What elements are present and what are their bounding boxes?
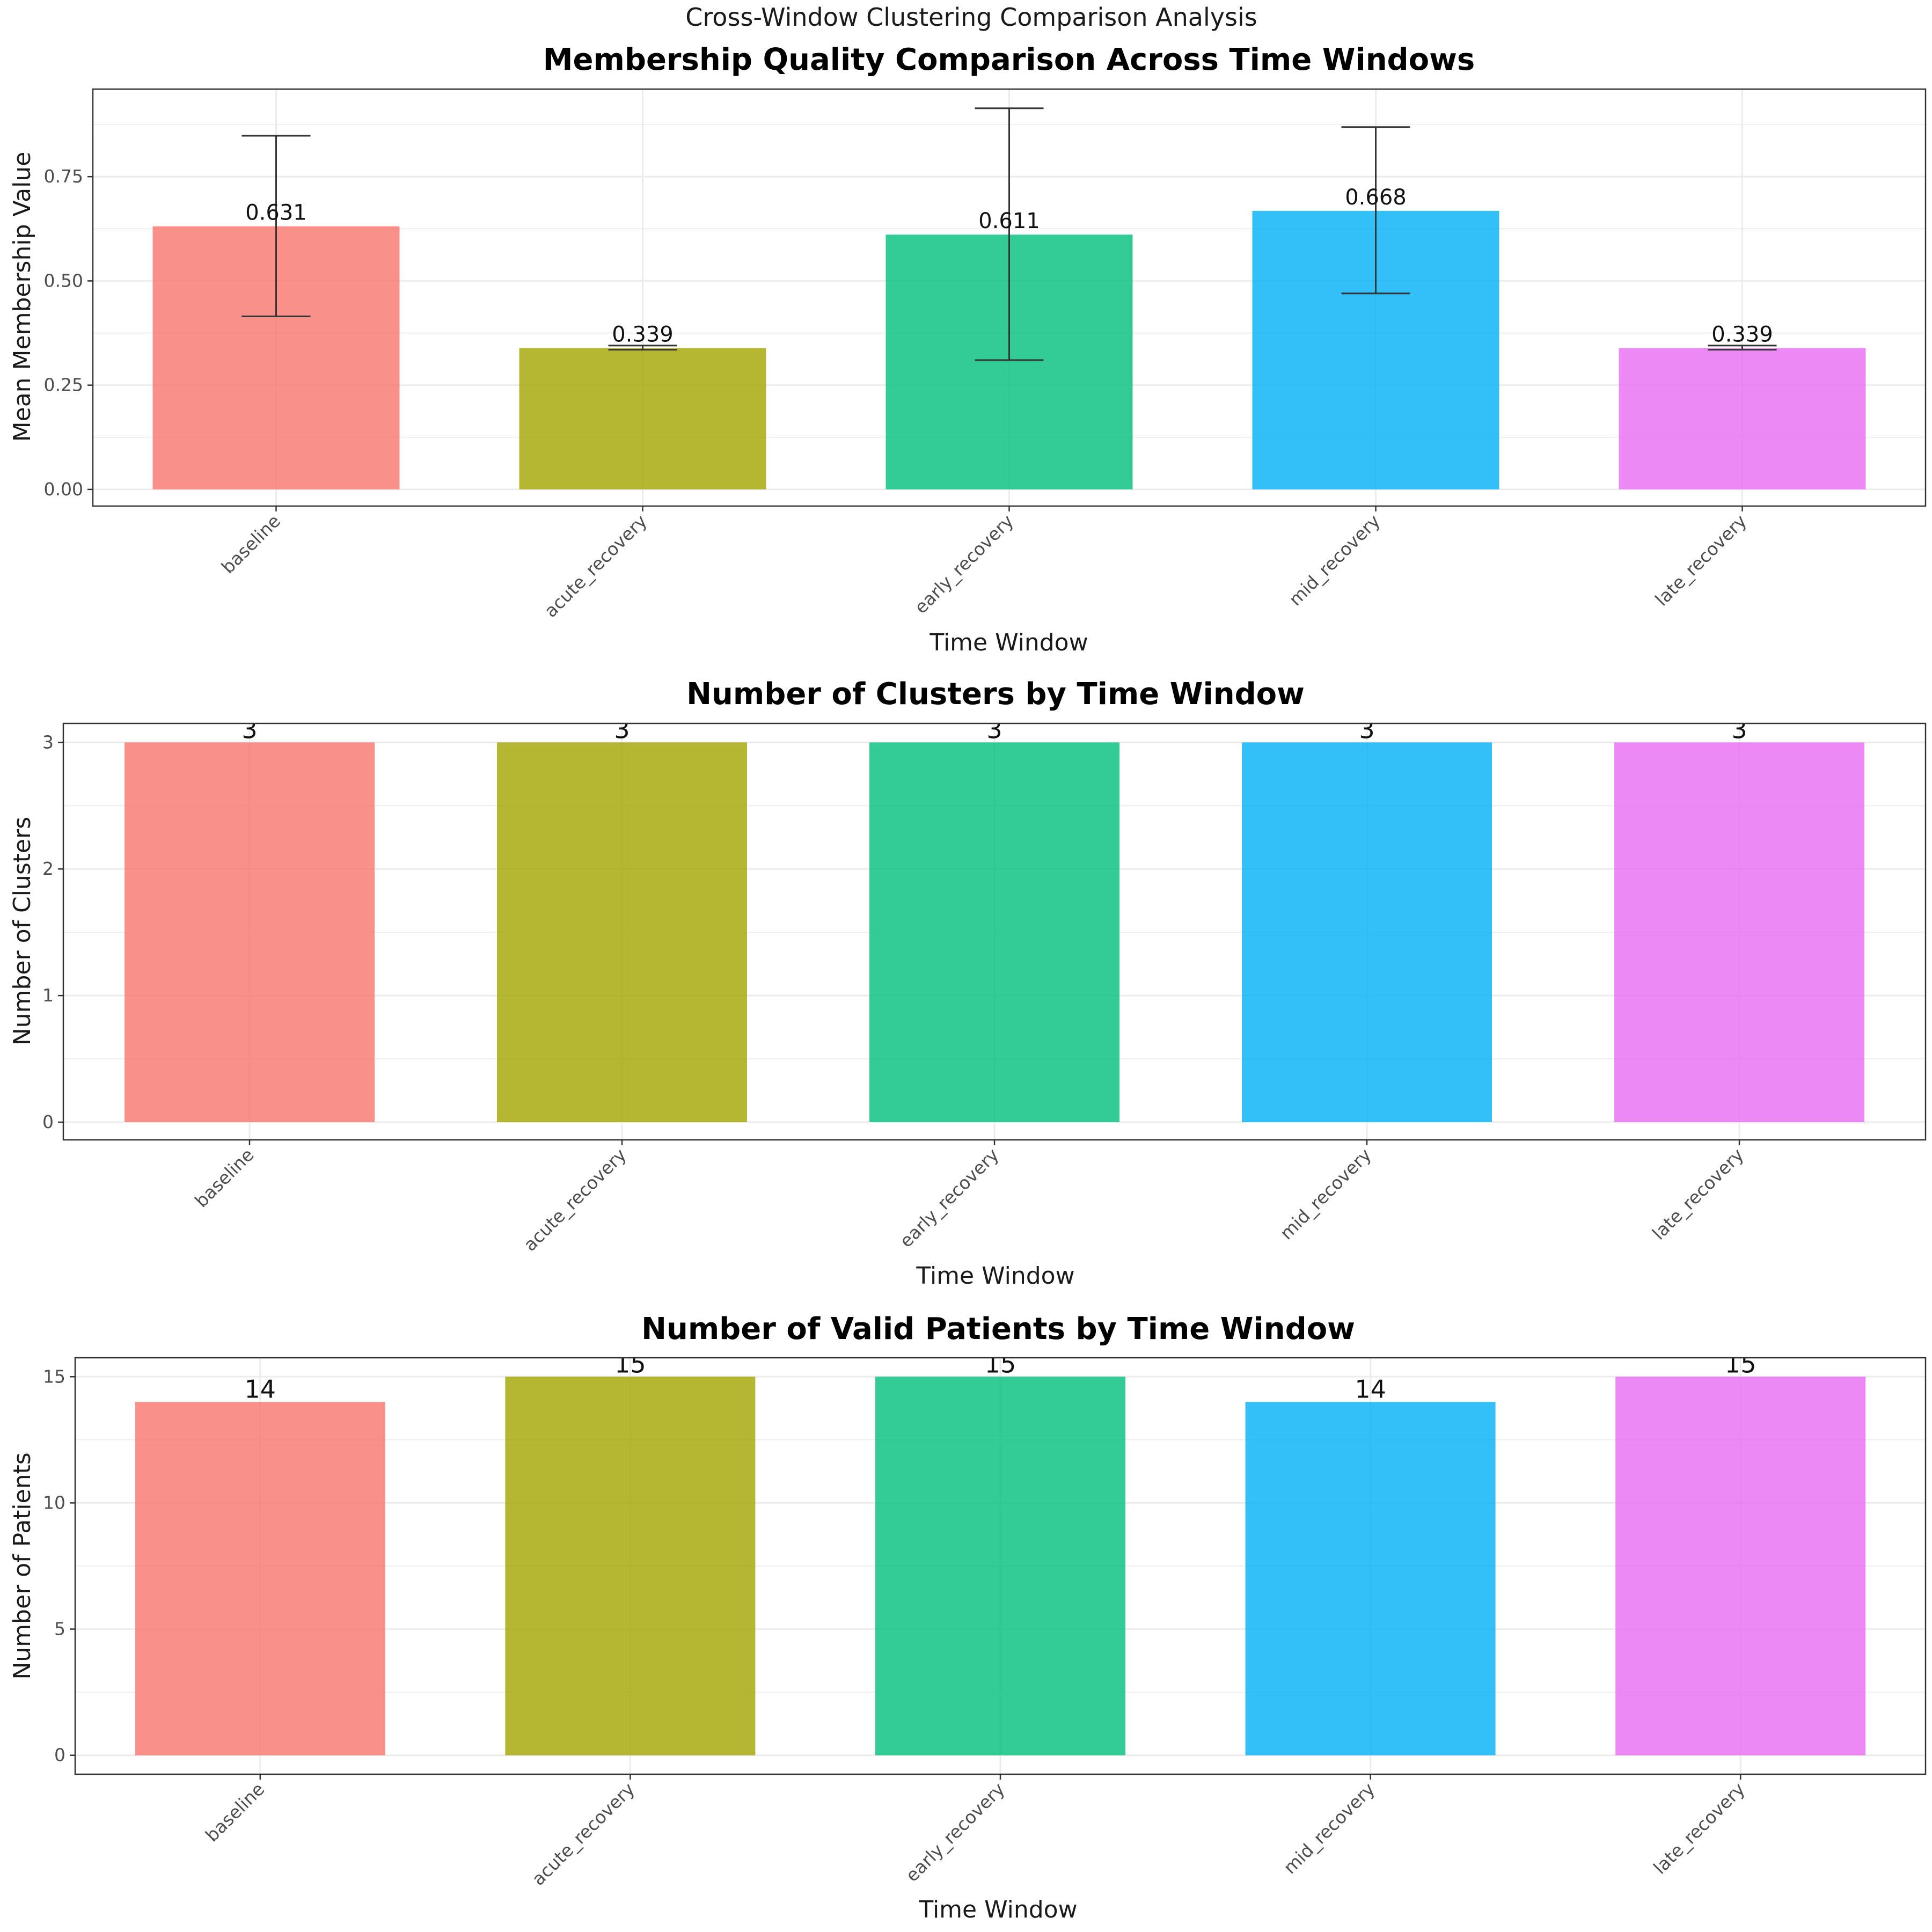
value-label: 3 xyxy=(614,715,630,744)
value-label: 15 xyxy=(1725,1349,1757,1378)
x-axis-label: Time Window xyxy=(929,629,1088,656)
bar-mid_recovery xyxy=(1245,1402,1496,1755)
x-tick-label: acute_recovery xyxy=(528,1779,639,1890)
y-tick-label: 15 xyxy=(43,1366,65,1387)
x-tick-label: mid_recovery xyxy=(1279,1779,1379,1878)
x-tick-label: acute_recovery xyxy=(519,1144,631,1255)
value-label: 15 xyxy=(614,1349,646,1378)
x-tick-label: mid_recovery xyxy=(1276,1144,1375,1243)
bar-baseline xyxy=(125,742,375,1122)
x-tick-label: baseline xyxy=(217,510,284,577)
x-axis-label: Time Window xyxy=(916,1262,1074,1290)
y-tick-label: 10 xyxy=(43,1492,65,1513)
value-label: 14 xyxy=(1355,1374,1386,1403)
bar-acute_recovery xyxy=(497,742,747,1122)
figure-suptitle: Cross-Window Clustering Comparison Analy… xyxy=(685,3,1257,32)
errorbar-baseline xyxy=(241,135,311,317)
clusters-count-chart: Number of Clusters by Time Window Time W… xyxy=(9,677,1927,1290)
bar-late_recovery xyxy=(1615,1377,1866,1755)
y-tick-label: 0 xyxy=(42,1111,54,1132)
value-label: 3 xyxy=(1359,715,1374,744)
value-label: 15 xyxy=(985,1349,1016,1378)
value-label: 0.631 xyxy=(245,201,307,225)
chart-title: Number of Valid Patients by Time Window xyxy=(641,1312,1355,1346)
x-tick-label: early_recovery xyxy=(902,1779,1009,1886)
x-tick-label: acute_recovery xyxy=(540,510,651,621)
value-label: 3 xyxy=(1731,715,1747,744)
bar-late_recovery xyxy=(1619,348,1866,489)
value-label: 3 xyxy=(986,715,1002,744)
errorbar-acute_recovery xyxy=(608,345,677,351)
x-tick-label: baseline xyxy=(201,1779,268,1846)
y-tick-label: 0.50 xyxy=(44,270,83,291)
value-label: 0.668 xyxy=(1345,185,1407,210)
value-label: 0.339 xyxy=(612,323,674,347)
chart-title: Number of Clusters by Time Window xyxy=(686,677,1305,712)
y-tick-label: 0.75 xyxy=(44,166,83,187)
y-tick-label: 2 xyxy=(42,858,54,879)
x-tick-label: mid_recovery xyxy=(1285,510,1384,610)
membership-quality-chart: Membership Quality Comparison Across Tim… xyxy=(9,42,1927,656)
y-axis-label: Number of Clusters xyxy=(9,817,36,1045)
bar-early_recovery xyxy=(869,742,1119,1122)
bar-late_recovery xyxy=(1614,742,1864,1122)
x-tick-label: late_recovery xyxy=(1649,1779,1749,1878)
x-tick-label: early_recovery xyxy=(896,1144,1003,1252)
y-tick-label: 0.25 xyxy=(44,375,83,396)
x-tick-label: baseline xyxy=(191,1144,258,1211)
bar-acute_recovery xyxy=(519,348,766,489)
y-axis-label: Number of Patients xyxy=(9,1452,36,1679)
y-tick-label: 0.00 xyxy=(44,479,83,500)
bar-acute_recovery xyxy=(505,1377,756,1755)
bar-baseline xyxy=(135,1402,385,1755)
value-label: 0.611 xyxy=(978,209,1040,233)
x-tick-label: late_recovery xyxy=(1651,510,1751,610)
bar-mid_recovery xyxy=(1242,742,1492,1122)
y-tick-label: 3 xyxy=(42,731,54,752)
chart-title: Membership Quality Comparison Across Tim… xyxy=(543,42,1475,77)
bar-early_recovery xyxy=(875,1377,1125,1755)
x-tick-label: early_recovery xyxy=(910,510,1018,618)
x-tick-label: late_recovery xyxy=(1648,1144,1748,1244)
value-label: 0.339 xyxy=(1711,323,1773,347)
value-label: 14 xyxy=(245,1374,276,1403)
valid-patients-chart: Number of Valid Patients by Time Window … xyxy=(9,1312,1927,1923)
errorbar-early_recovery xyxy=(975,107,1044,361)
errorbar-mid_recovery xyxy=(1341,126,1410,295)
x-axis-label: Time Window xyxy=(918,1896,1077,1923)
errorbar-late_recovery xyxy=(1708,345,1777,351)
y-axis-label: Mean Membership Value xyxy=(9,152,36,442)
y-tick-label: 0 xyxy=(54,1745,65,1766)
value-label: 3 xyxy=(241,715,257,744)
y-tick-label: 1 xyxy=(42,985,54,1006)
y-tick-label: 5 xyxy=(54,1619,65,1640)
